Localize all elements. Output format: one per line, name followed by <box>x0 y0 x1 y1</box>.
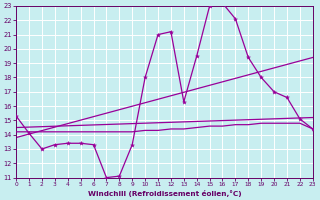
X-axis label: Windchill (Refroidissement éolien,°C): Windchill (Refroidissement éolien,°C) <box>88 190 241 197</box>
